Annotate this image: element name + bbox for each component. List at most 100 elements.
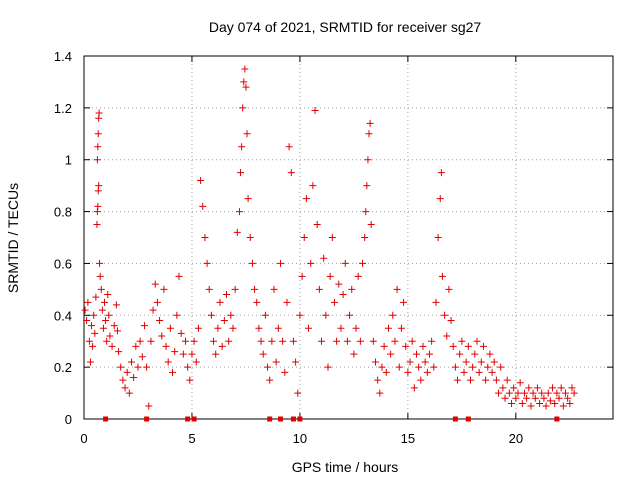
data-point <box>279 337 287 345</box>
data-point <box>119 376 127 384</box>
data-point <box>551 399 559 407</box>
data-point <box>285 143 293 151</box>
data-point <box>425 350 433 358</box>
data-point <box>175 272 183 280</box>
data-point <box>298 272 306 280</box>
data-point <box>169 368 177 376</box>
data-point <box>458 337 466 345</box>
data-point <box>315 285 323 293</box>
data-point <box>113 327 121 335</box>
data-point <box>231 285 239 293</box>
data-point <box>374 376 382 384</box>
data-point <box>151 280 159 288</box>
data-point <box>197 176 205 184</box>
data-point <box>259 350 267 358</box>
data-point <box>289 337 297 345</box>
data-point <box>437 169 445 177</box>
gap-marker <box>185 416 191 422</box>
data-point <box>307 259 315 267</box>
data-points <box>81 65 578 422</box>
data-point <box>436 195 444 203</box>
data-point <box>561 389 569 397</box>
data-point <box>94 130 102 138</box>
gap-marker <box>465 416 471 422</box>
gap-marker <box>191 416 197 422</box>
data-point <box>490 358 498 366</box>
x-tick-label: 20 <box>509 431 523 446</box>
data-point <box>508 399 516 407</box>
data-point <box>544 389 552 397</box>
data-point <box>233 228 241 236</box>
data-point <box>408 337 416 345</box>
x-tick-label: 0 <box>80 431 87 446</box>
data-point <box>130 374 138 382</box>
data-point <box>85 337 93 345</box>
data-point <box>251 285 259 293</box>
data-point <box>225 337 233 345</box>
data-point <box>227 311 235 319</box>
data-point <box>363 182 371 190</box>
data-point <box>257 337 265 345</box>
data-point <box>294 389 302 397</box>
data-point <box>218 342 226 350</box>
data-point <box>112 301 120 309</box>
x-tick-labels: 0 5 10 15 20 <box>80 431 523 446</box>
data-point <box>296 311 304 319</box>
y-tick-label: 0 <box>65 412 72 427</box>
data-point <box>229 324 237 332</box>
data-point <box>432 298 440 306</box>
data-point <box>447 316 455 324</box>
data-point <box>166 324 174 332</box>
data-point <box>492 376 500 384</box>
data-point <box>354 272 362 280</box>
data-point <box>235 208 243 216</box>
data-point <box>350 350 358 358</box>
data-point <box>246 234 254 241</box>
data-point <box>311 106 319 114</box>
data-point <box>529 389 537 397</box>
data-point <box>99 324 107 332</box>
data-point <box>356 337 364 345</box>
data-point <box>505 389 513 397</box>
data-point <box>244 195 252 203</box>
data-point <box>203 259 211 267</box>
data-point <box>302 195 310 203</box>
data-point <box>322 311 330 319</box>
data-point <box>568 384 576 392</box>
data-point <box>464 342 472 350</box>
data-point <box>402 342 410 350</box>
data-point <box>346 311 354 319</box>
data-point <box>145 402 153 410</box>
gap-marker <box>267 416 273 422</box>
y-tick-label: 0.8 <box>54 205 72 220</box>
x-tick-label: 5 <box>188 431 195 446</box>
data-point <box>199 202 207 210</box>
data-point <box>557 384 565 392</box>
data-point <box>212 350 220 358</box>
data-point <box>366 119 374 127</box>
data-point <box>220 316 228 324</box>
y-tick-label: 0.2 <box>54 360 72 375</box>
data-point <box>410 384 418 392</box>
data-point <box>333 337 341 345</box>
data-point <box>86 358 94 366</box>
data-point <box>186 376 194 384</box>
data-point <box>533 384 541 392</box>
y-tick-label: 0.4 <box>54 308 72 323</box>
data-point <box>276 259 284 267</box>
data-point <box>516 379 524 387</box>
data-point <box>134 363 142 371</box>
data-point <box>108 342 116 350</box>
data-point <box>471 350 479 358</box>
data-point <box>451 363 459 371</box>
data-point <box>525 384 533 392</box>
data-point <box>495 389 503 397</box>
data-point <box>309 182 317 190</box>
data-point <box>415 363 423 371</box>
data-point <box>512 394 520 402</box>
data-point <box>482 376 490 384</box>
data-point <box>158 332 166 340</box>
data-point <box>91 329 99 337</box>
data-point <box>445 285 453 293</box>
